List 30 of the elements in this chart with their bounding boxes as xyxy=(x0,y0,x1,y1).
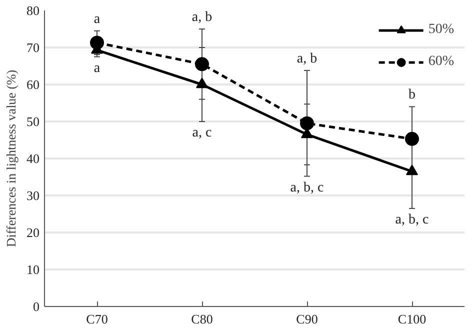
annotation: a, c xyxy=(192,126,212,140)
y-tick-label: 20 xyxy=(26,225,40,240)
point xyxy=(406,164,418,176)
point xyxy=(195,57,209,72)
point xyxy=(405,132,419,146)
x-tick-label: C100 xyxy=(398,312,426,326)
annotation: a xyxy=(94,12,101,27)
annotation: a, b, c xyxy=(290,180,324,196)
y-tick-label: 50 xyxy=(26,114,40,129)
annotation: a, b xyxy=(192,10,212,25)
y-axis-title: Differences in lightness value (%) xyxy=(4,70,18,248)
y-tick-label: 0 xyxy=(33,299,40,314)
legend-label: 60% xyxy=(428,54,454,70)
annotation: a xyxy=(94,60,101,76)
y-tick-label: 10 xyxy=(26,262,40,277)
x-tick-label: C80 xyxy=(191,312,213,326)
y-tick-label: 70 xyxy=(26,40,40,55)
annotation: a, b, c xyxy=(395,212,429,228)
y-tick-label: 30 xyxy=(26,188,40,203)
annotation: a, b xyxy=(296,51,318,66)
point xyxy=(300,116,314,130)
x-tick-label: C70 xyxy=(86,312,108,326)
point xyxy=(196,78,208,88)
y-tick-label: 60 xyxy=(26,77,40,92)
legend-label: 50% xyxy=(428,22,454,38)
x-tick-label: C90 xyxy=(296,312,318,326)
y-tick-label: 80 xyxy=(26,3,40,18)
point xyxy=(90,36,104,50)
y-tick-label: 40 xyxy=(26,151,40,166)
annotation: b xyxy=(408,88,416,103)
